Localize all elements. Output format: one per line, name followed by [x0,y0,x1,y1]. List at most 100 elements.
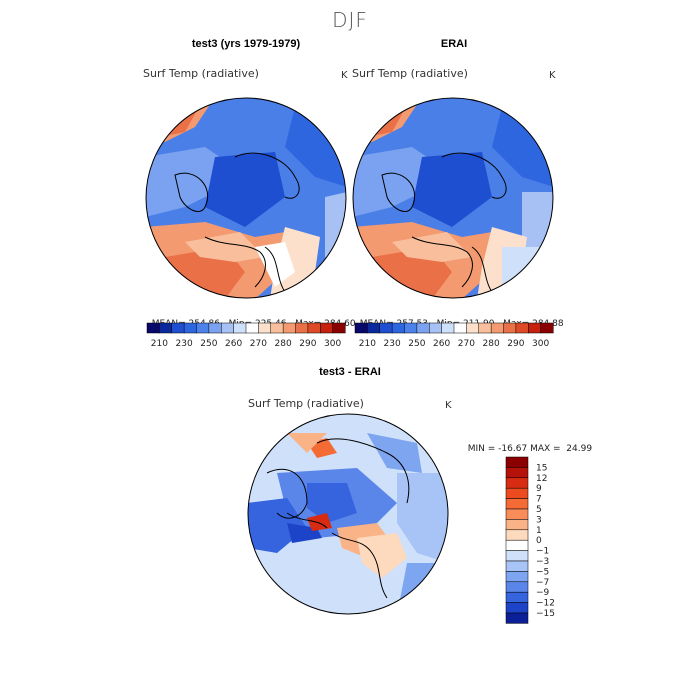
legend-swatch [505,519,529,531]
colorbar-swatch [367,322,381,334]
colorbar-swatch [429,322,443,334]
panel-title-erai: ERAI [440,38,468,50]
colorbar-swatch [320,322,334,334]
panel-title-test3: test3 (yrs 1979-1979) [191,38,301,50]
colorbar-swatch [208,322,222,334]
colorbar-swatch [528,322,542,334]
legend-swatch [505,602,529,614]
variable-label-test3: Surf Temp (radiative) [143,67,259,80]
max-value: 24.99 [566,444,593,454]
min-value: -16.67 [498,444,528,454]
polar-map-test3 [145,97,347,299]
colorbar-erai: 210 230 250 260 270 280 290 300 [354,322,554,349]
polar-map-erai [352,97,554,299]
legend-swatch [505,560,529,572]
colorbar-test3: 210 230 250 260 270 280 290 300 [146,322,346,349]
colorbar-swatch [183,322,198,334]
colorbar-swatch [270,322,284,334]
colorbar-swatch [453,322,467,334]
legend-level-label: −1 [536,547,549,557]
legend-level-label: 1 [536,526,542,536]
legend-level-label: 3 [536,515,542,525]
variable-label-difference: Surf Temp (radiative) [248,397,364,410]
colorbar-swatch [478,322,492,334]
colorbar-tick-label: 210 [359,339,376,349]
legend-swatch [505,456,529,468]
colorbar-tick-label: 280 [275,339,292,349]
legend-swatch [505,467,529,479]
colorbar-tick-label: 270 [458,339,475,349]
panel-title-difference: test3 - ERAI [319,366,381,378]
legend-level-label: −5 [536,567,549,577]
legend-level-label: 12 [536,474,547,484]
legend-level-label: 15 [536,463,547,473]
colorbar-tick-label: 270 [250,339,267,349]
colorbar-swatch [404,322,418,334]
legend-swatch [505,529,529,541]
units-label-test3: K [341,70,348,81]
colorbar-tick-label: 210 [151,339,168,349]
legend-level-label: 7 [536,495,542,505]
colorbar-swatch [233,322,247,334]
figure-title: DJF [332,8,368,32]
colorbar-tick-label: 280 [483,339,500,349]
colorbar-swatch [245,322,259,334]
legend-level-label: 5 [536,505,542,515]
colorbar-swatch [307,322,321,334]
colorbar-swatch [196,322,210,334]
legend-swatch [505,612,529,624]
legend-swatch [505,498,529,510]
colorbar-tick-label: 300 [324,339,341,349]
legend-level-label: −7 [536,578,549,588]
colorbar-swatch [146,322,160,334]
colorbar-swatch [295,322,309,334]
variable-label-erai: Surf Temp (radiative) [352,67,468,80]
units-label-erai: K [549,70,556,81]
colorbar-swatch [466,322,480,334]
legend-level-label: −15 [536,609,555,619]
colorbar-swatch [379,322,393,334]
colorbar-swatch [258,322,272,334]
colorbar-tick-label: 300 [532,339,549,349]
legend-swatch [505,508,529,520]
colorbar-swatch [159,322,173,334]
colorbar-tick-label: 290 [299,339,316,349]
colorbar-tick-label: 250 [200,339,217,349]
legend-swatch [505,539,529,551]
polar-map-difference [247,413,449,615]
legend-swatch [505,477,529,489]
stats-difference: MIN = -16.67 MAX = 24.99 [462,434,592,454]
legend-level-label: −9 [536,588,550,598]
colorbar-tick-label: 230 [176,339,193,349]
colorbar-swatch [490,322,505,334]
colorbar-swatch [282,322,297,334]
colorbar-swatch [540,322,554,334]
colorbar-swatch [171,322,185,334]
legend-swatch [505,571,529,583]
legend-swatch [505,581,529,593]
colorbar-tick-label: 230 [384,339,401,349]
legend-swatch [505,487,529,499]
max-label: MAX = [530,444,561,454]
colorbar-swatch [332,322,346,334]
legend-swatch [505,550,529,562]
min-label: MIN = [467,444,496,454]
colorbar-swatch [503,322,517,334]
legend-level-label: −12 [536,599,555,609]
units-label-difference: K [445,400,452,411]
colorbar-tick-label: 250 [408,339,425,349]
colorbar-tick-label: 260 [433,339,450,349]
legend-swatch [505,591,529,603]
legend-level-label: 0 [536,536,542,546]
colorbar-swatch [391,322,406,334]
colorbar-tick-label: 260 [225,339,242,349]
colorbar-swatch [416,322,430,334]
colorbar-tick-label: 290 [507,339,524,349]
colorbar-swatch [221,322,235,334]
colorbar-swatch [515,322,529,334]
colorbar-swatch [441,322,455,334]
colorbar-swatch [354,322,368,334]
legend-level-label: 9 [536,484,542,494]
legend-level-label: −3 [536,557,549,567]
